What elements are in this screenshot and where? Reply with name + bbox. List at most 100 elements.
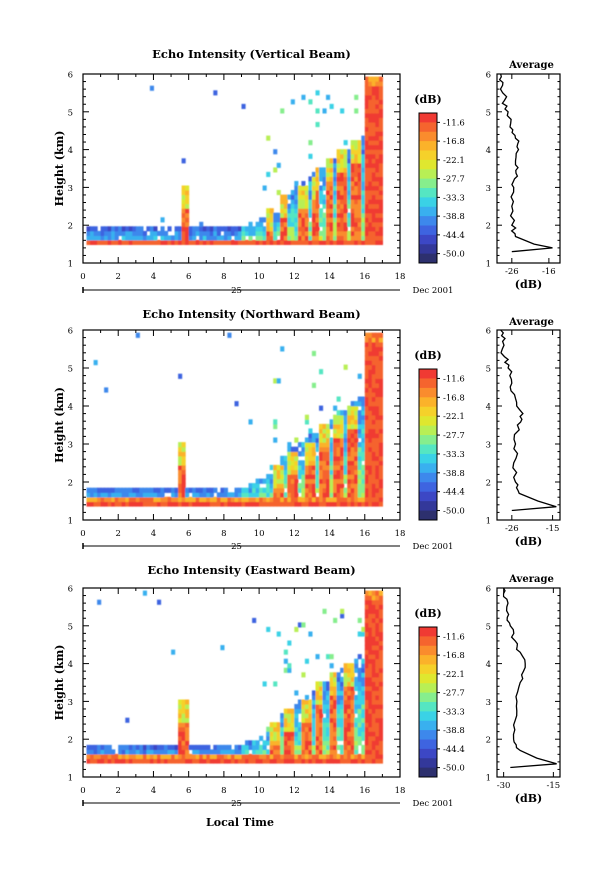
heatmap-cell xyxy=(259,217,264,223)
heatmap-cell xyxy=(364,744,369,750)
heatmap-cell xyxy=(329,190,334,196)
heatmap-cell xyxy=(294,740,299,746)
heatmap-cell xyxy=(220,645,225,651)
heatmap-cell xyxy=(354,492,359,498)
heatmap-cell xyxy=(347,235,352,241)
heatmap-cell xyxy=(326,492,331,498)
heatmap-cell xyxy=(269,226,274,232)
average-profile-line xyxy=(501,330,557,511)
heatmap-cell xyxy=(364,382,369,388)
colorbar-tick-label: -33.3 xyxy=(443,707,465,717)
heatmap-cell xyxy=(322,722,327,728)
heatmap-cell xyxy=(276,212,281,218)
heatmap-cell xyxy=(336,419,341,425)
heatmap-cell xyxy=(294,744,299,750)
heatmap-cell xyxy=(378,401,383,407)
heatmap-cell xyxy=(280,735,285,741)
heatmap-cell xyxy=(340,442,345,448)
heatmap-cell xyxy=(234,753,239,759)
heatmap-cell xyxy=(368,341,373,347)
heatmap-cell xyxy=(160,492,165,498)
x-tick-label: 16 xyxy=(359,529,370,539)
heatmap-cell xyxy=(368,405,373,411)
heatmap-cell xyxy=(273,478,278,484)
heatmap-cell xyxy=(322,690,327,696)
heatmap-cell xyxy=(308,153,313,159)
heatmap-cell xyxy=(340,199,345,205)
heatmap-cell xyxy=(322,423,327,430)
heatmap-cell xyxy=(326,464,331,471)
heatmap-cell xyxy=(371,131,376,137)
heatmap-cell xyxy=(329,455,334,461)
heatmap-cell xyxy=(153,487,158,493)
heatmap-cell xyxy=(273,758,278,764)
heatmap-cell xyxy=(290,478,295,484)
heatmap-cell xyxy=(259,478,264,484)
heatmap-cell xyxy=(301,94,306,100)
heatmap-cell xyxy=(319,230,324,236)
heatmap-cell xyxy=(202,758,207,764)
heatmap-cell xyxy=(202,492,207,498)
heatmap-cell xyxy=(371,423,376,430)
heatmap-cell xyxy=(329,235,334,241)
heatmap-cell xyxy=(364,676,369,682)
heatmap-cell xyxy=(329,726,334,732)
heatmap-cell xyxy=(297,704,302,710)
heatmap-cell xyxy=(315,726,320,732)
heatmap-cell xyxy=(364,590,369,596)
heatmap-cell xyxy=(202,749,207,755)
heatmap-cell xyxy=(107,749,112,755)
heatmap-cell xyxy=(128,758,133,764)
heatmap-cell xyxy=(378,364,383,370)
heatmap-cell xyxy=(319,708,324,714)
heatmap-cell xyxy=(357,631,362,637)
heatmap-cell xyxy=(100,753,105,759)
heatmap-cell xyxy=(371,135,376,141)
heatmap-cell xyxy=(361,405,366,411)
colorbar-tick-label: -33.3 xyxy=(443,193,465,203)
heatmap-cell xyxy=(371,704,376,710)
heatmap-cell xyxy=(326,704,331,710)
heatmap-cell xyxy=(375,726,380,732)
heatmap-cell xyxy=(245,496,250,502)
heatmap-cell xyxy=(315,460,320,466)
heatmap-cell xyxy=(357,167,362,173)
heatmap-cell xyxy=(347,171,352,177)
heatmap-cell xyxy=(378,99,383,105)
heatmap-cell xyxy=(364,446,369,452)
heatmap-cell xyxy=(304,474,309,480)
avg-y-tick-label: 2 xyxy=(486,479,491,489)
heatmap-cell xyxy=(100,744,105,750)
heatmap-cell xyxy=(322,744,327,750)
heatmap-cell xyxy=(343,239,348,245)
heatmap-cell xyxy=(354,167,359,173)
heatmap-cell xyxy=(315,704,320,710)
heatmap-cell xyxy=(308,428,313,434)
heatmap-cell xyxy=(329,226,334,232)
heatmap-cell xyxy=(178,699,183,705)
heatmap-cell xyxy=(287,492,292,498)
colorbar-tick-label: -27.7 xyxy=(443,175,465,185)
heatmap-cell xyxy=(308,722,313,728)
heatmap-cell xyxy=(347,717,352,723)
heatmap-cell xyxy=(301,446,306,452)
heatmap-cell xyxy=(361,190,366,196)
heatmap-cell xyxy=(364,722,369,728)
heatmap-cell xyxy=(329,437,334,443)
heatmap-cell xyxy=(199,744,204,750)
heatmap-cell xyxy=(368,190,373,196)
heatmap-cell xyxy=(301,190,306,196)
heatmap-cell xyxy=(378,667,383,673)
heatmap-cell xyxy=(343,753,348,759)
heatmap-cell xyxy=(333,695,338,701)
colorbar-swatch xyxy=(419,702,437,712)
heatmap-cell xyxy=(357,478,362,484)
heatmap-cell xyxy=(192,496,197,502)
heatmap-cell xyxy=(375,194,380,200)
heatmap-cell xyxy=(319,369,324,375)
heatmap-cell xyxy=(347,414,352,420)
heatmap-cell xyxy=(322,704,327,710)
heatmap-cell xyxy=(262,487,267,493)
heatmap-cell xyxy=(357,699,362,705)
heatmap-cell xyxy=(100,501,105,507)
